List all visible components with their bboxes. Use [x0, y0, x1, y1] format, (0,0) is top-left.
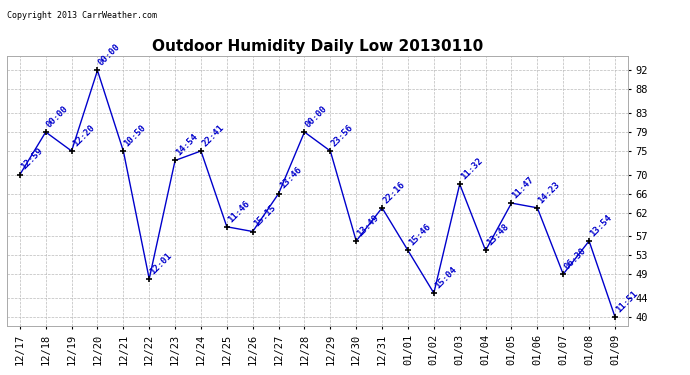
- Text: 00:00: 00:00: [45, 104, 70, 129]
- Text: 13:46: 13:46: [278, 165, 303, 191]
- Text: 00:00: 00:00: [304, 104, 329, 129]
- Text: 06:30: 06:30: [562, 246, 588, 272]
- Text: 13:54: 13:54: [589, 213, 613, 238]
- Text: 13:48: 13:48: [485, 222, 510, 248]
- Text: 13:49: 13:49: [355, 213, 381, 238]
- Text: Copyright 2013 CarrWeather.com: Copyright 2013 CarrWeather.com: [7, 11, 157, 20]
- Text: 14:54: 14:54: [175, 132, 199, 158]
- Text: 23:56: 23:56: [330, 123, 355, 148]
- Text: 22:41: 22:41: [200, 123, 226, 148]
- Text: 12:01: 12:01: [148, 251, 174, 276]
- Text: 11:47: 11:47: [511, 175, 536, 200]
- Text: 11:51: 11:51: [614, 289, 640, 314]
- Title: Outdoor Humidity Daily Low 20130110: Outdoor Humidity Daily Low 20130110: [152, 39, 483, 54]
- Text: 12:59: 12:59: [19, 147, 44, 172]
- Text: 11:32: 11:32: [459, 156, 484, 182]
- Text: 10:50: 10:50: [123, 123, 148, 148]
- Text: 22:16: 22:16: [382, 180, 406, 205]
- Text: 15:04: 15:04: [433, 265, 458, 290]
- Text: 15:15: 15:15: [252, 203, 277, 229]
- Text: 15:46: 15:46: [407, 222, 433, 248]
- Text: Humidity  (%): Humidity (%): [535, 46, 611, 56]
- Text: 11:46: 11:46: [226, 199, 251, 224]
- Text: 00:00: 00:00: [97, 42, 122, 68]
- Text: 12:20: 12:20: [71, 123, 96, 148]
- Text: 14:23: 14:23: [537, 180, 562, 205]
